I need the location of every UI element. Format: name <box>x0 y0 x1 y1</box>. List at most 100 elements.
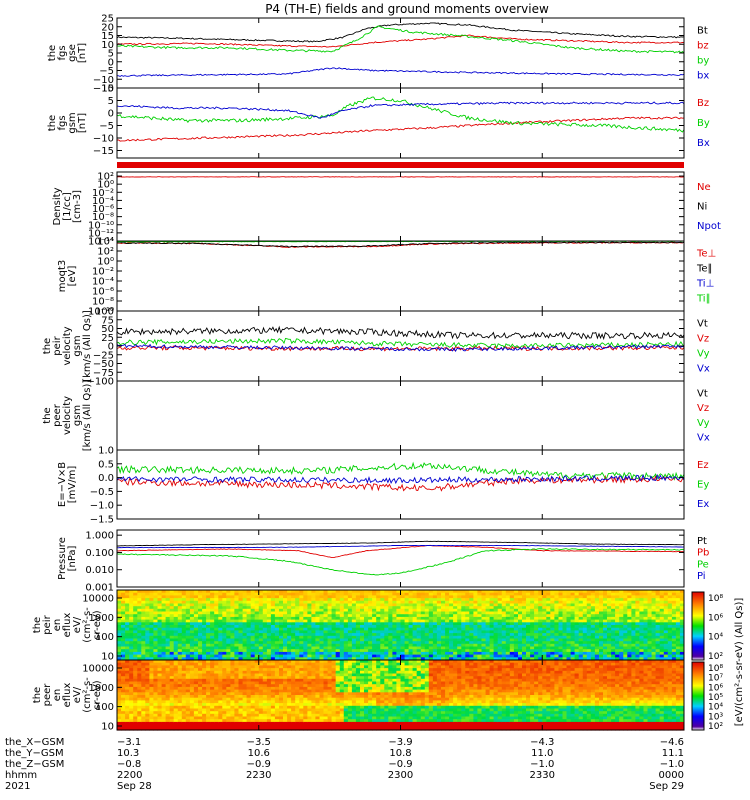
heatmap-cell <box>327 603 333 607</box>
heatmap-cell <box>173 625 179 629</box>
heatmap-cell <box>675 619 681 623</box>
heatmap-cell <box>198 590 203 594</box>
heatmap-cell <box>206 705 211 710</box>
heatmap-cell <box>509 657 515 661</box>
heatmap-cell <box>303 622 308 626</box>
heatmap-cell <box>538 625 543 629</box>
heatmap-cell <box>185 708 191 712</box>
heatmap-cell <box>230 641 235 645</box>
heatmap-cell <box>449 590 454 594</box>
heatmap-cell <box>627 616 632 621</box>
heatmap-cell <box>396 635 401 640</box>
heatmap-cell <box>250 670 256 675</box>
heatmap-cell <box>404 646 410 650</box>
heatmap-cell <box>599 654 604 658</box>
heatmap-cell <box>234 606 239 610</box>
heatmap-cell <box>603 603 608 607</box>
heatmap-cell <box>307 633 312 637</box>
heatmap-cell <box>185 676 191 680</box>
heatmap-cell <box>307 641 312 645</box>
heatmap-cell <box>206 616 211 621</box>
heatmap-cell <box>254 630 260 634</box>
heatmap-cell <box>234 630 239 634</box>
heatmap-cell <box>117 595 122 599</box>
heatmap-cell <box>441 606 446 610</box>
heatmap-cell <box>214 668 219 672</box>
heatmap-cell <box>145 614 150 618</box>
heatmap-cell <box>505 603 511 607</box>
heatmap-cell <box>311 625 316 629</box>
heatmap-cell <box>327 611 333 615</box>
heatmap-cell <box>546 600 551 605</box>
heatmap-cell <box>380 622 385 626</box>
heatmap-cell <box>153 689 158 693</box>
heatmap-cell <box>372 625 377 629</box>
heatmap-cell <box>173 651 179 656</box>
heatmap-cell <box>453 600 458 605</box>
heatmap-cell <box>202 665 207 669</box>
heatmap-cell <box>436 630 442 634</box>
heatmap-cell <box>534 649 539 653</box>
heatmap-cell <box>218 657 223 661</box>
heatmap-cell <box>436 614 442 618</box>
heatmap-cell <box>238 692 244 696</box>
heatmap-cell <box>372 616 377 621</box>
heatmap-cell <box>262 627 268 631</box>
heatmap-cell <box>133 700 138 704</box>
heatmap-cell <box>396 643 401 648</box>
heatmap-cell <box>185 665 191 669</box>
heatmap-cell <box>319 630 325 634</box>
heatmap-cell <box>331 641 337 645</box>
heatmap-cell <box>562 649 568 653</box>
heatmap-cell <box>157 641 163 645</box>
heatmap-cell <box>133 678 138 683</box>
heatmap-cell <box>505 614 511 618</box>
heatmap-cell <box>643 606 649 610</box>
heatmap-cell <box>258 692 264 696</box>
heatmap-cell <box>117 695 122 699</box>
heatmap-cell <box>153 611 158 615</box>
heatmap-cell <box>141 633 146 637</box>
heatmap-cell <box>121 708 126 712</box>
heatmap-cell <box>347 614 353 618</box>
heatmap-cell <box>420 651 426 656</box>
heatmap-cell <box>607 592 612 596</box>
heatmap-cell <box>145 727 150 731</box>
heatmap-cell <box>206 689 211 693</box>
heatmap-cell <box>137 614 142 618</box>
heatmap-cell <box>441 633 446 637</box>
heatmap-cell <box>432 627 438 631</box>
heatmap-cell <box>250 630 256 634</box>
heatmap-cell <box>157 716 163 720</box>
heatmap-cell <box>157 684 163 688</box>
heatmap-cell <box>117 646 122 650</box>
heatmap-cell <box>522 592 527 596</box>
heatmap-cell <box>457 633 462 637</box>
heatmap-cell <box>193 703 199 707</box>
heatmap-cell <box>554 638 559 642</box>
heatmap-cell <box>364 598 369 602</box>
heatmap-cell <box>477 614 482 618</box>
heatmap-cell <box>631 608 636 613</box>
heatmap-cell <box>578 606 584 610</box>
heatmap-cell <box>250 608 256 613</box>
heatmap-cell <box>250 676 256 680</box>
heatmap-cell <box>153 713 158 718</box>
heatmap-cell <box>295 606 300 610</box>
heatmap-cell <box>226 697 231 701</box>
heatmap-cell <box>218 611 223 615</box>
heatmap-cell <box>323 649 329 653</box>
heatmap-cell <box>177 673 183 677</box>
heatmap-cell <box>635 654 640 658</box>
heatmap-cell <box>226 711 231 715</box>
heatmap-cell <box>497 600 503 605</box>
heatmap-cell <box>198 670 203 675</box>
heatmap-cell <box>307 651 312 656</box>
heatmap-cell <box>651 630 657 634</box>
heatmap-cell <box>347 622 353 626</box>
heatmap-cell <box>445 630 450 634</box>
heatmap-cell <box>481 616 487 621</box>
heatmap-cell <box>185 600 191 605</box>
heatmap-cell <box>582 657 588 661</box>
heatmap-cell <box>129 641 134 645</box>
